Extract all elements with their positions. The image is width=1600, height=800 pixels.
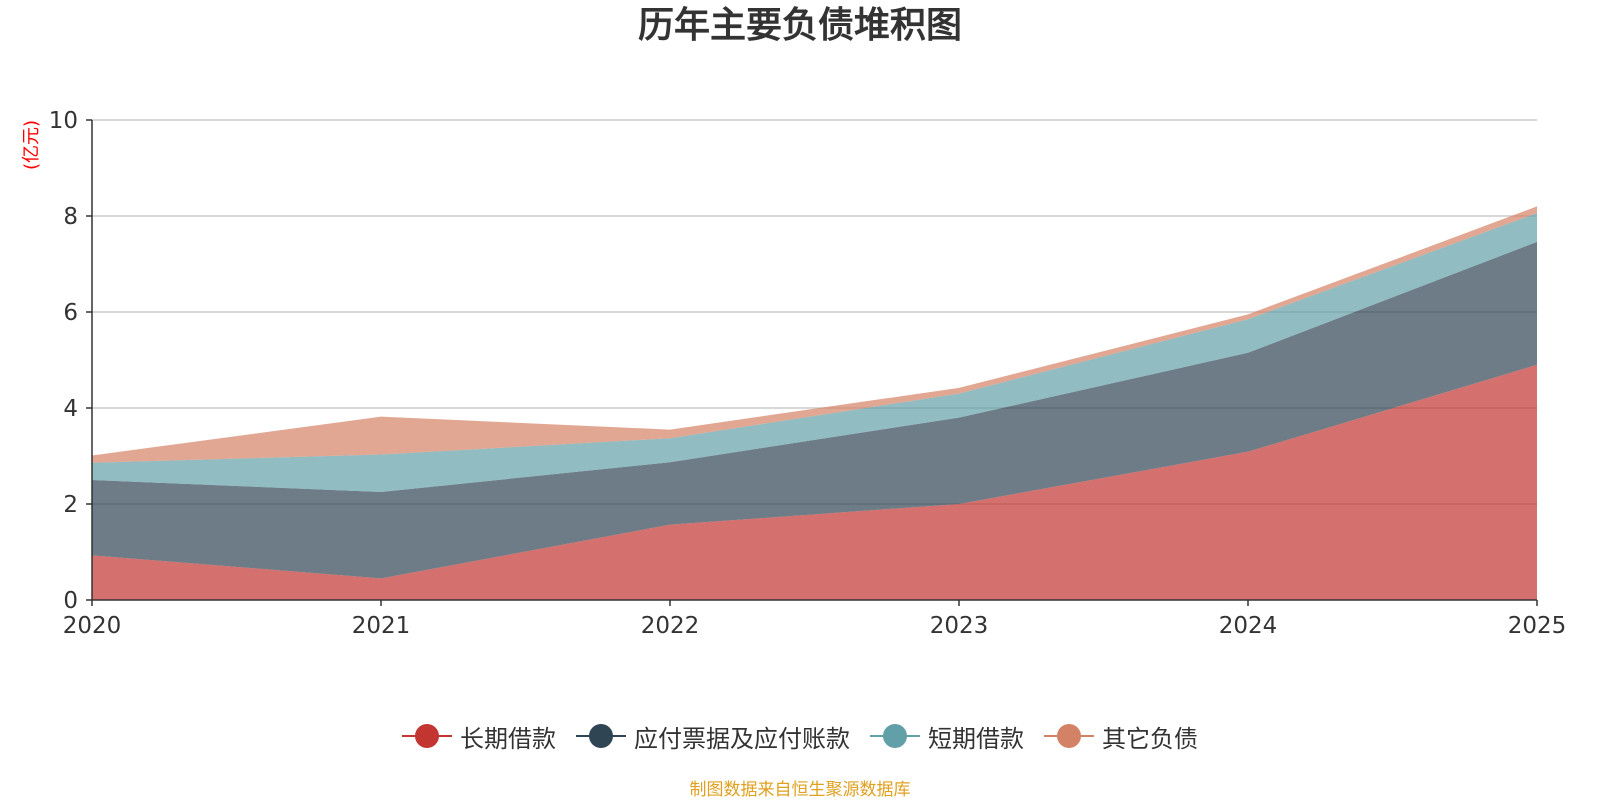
legend-label: 短期借款 [928,724,1024,753]
y-tick-label-6: 6 [63,300,78,326]
stacked-areas [92,206,1537,600]
legend: 长期借款 应付票据及应付账款 短期借款 其它负债 [0,716,1600,756]
legend-item-1[interactable]: 长期借款 [402,719,556,754]
axes [86,119,1538,606]
legend-label: 应付票据及应付账款 [634,724,850,753]
y-tick-label-8: 8 [63,204,78,230]
x-tick-label-2025: 2025 [1508,613,1567,639]
area-series-4[interactable] [92,206,1537,463]
legend-symbol [870,723,920,749]
legend-symbol [402,723,452,749]
y-tick-label-2: 2 [63,492,78,518]
legend-dot [415,724,439,748]
y-axis-unit-label: (亿元) [21,120,42,170]
x-tick-label-2024: 2024 [1219,613,1278,639]
legend-dot [589,724,613,748]
legend-label: 长期借款 [460,724,556,753]
legend-item-4[interactable]: 其它负债 [1044,719,1198,754]
x-tick-label-2023: 2023 [930,613,989,639]
x-tick-label-2020: 2020 [63,613,122,639]
data-source-note: 制图数据来自恒生聚源数据库 [689,780,911,800]
x-tick-label-2022: 2022 [641,613,700,639]
legend-label: 其它负债 [1102,724,1198,753]
y-tick-label-4: 4 [63,396,78,422]
legend-symbol [1044,723,1094,749]
tick-labels: 0 2 4 6 8 10 2020 2021 2022 2023 2024 2025 [49,108,1567,639]
y-tick-label-0: 0 [63,588,78,614]
legend-item-2[interactable]: 应付票据及应付账款 [576,719,850,754]
area-series-3[interactable] [92,213,1537,492]
legend-dot [1057,724,1081,748]
x-tick-label-2021: 2021 [352,613,411,639]
legend-item-3[interactable]: 短期借款 [870,719,1024,754]
chart-title: 历年主要负债堆积图 [637,5,962,46]
area-series-2[interactable] [92,241,1537,579]
legend-symbol [576,723,626,749]
y-tick-label-10: 10 [49,108,78,134]
legend-dot [883,724,907,748]
area-series-1[interactable] [92,364,1537,600]
